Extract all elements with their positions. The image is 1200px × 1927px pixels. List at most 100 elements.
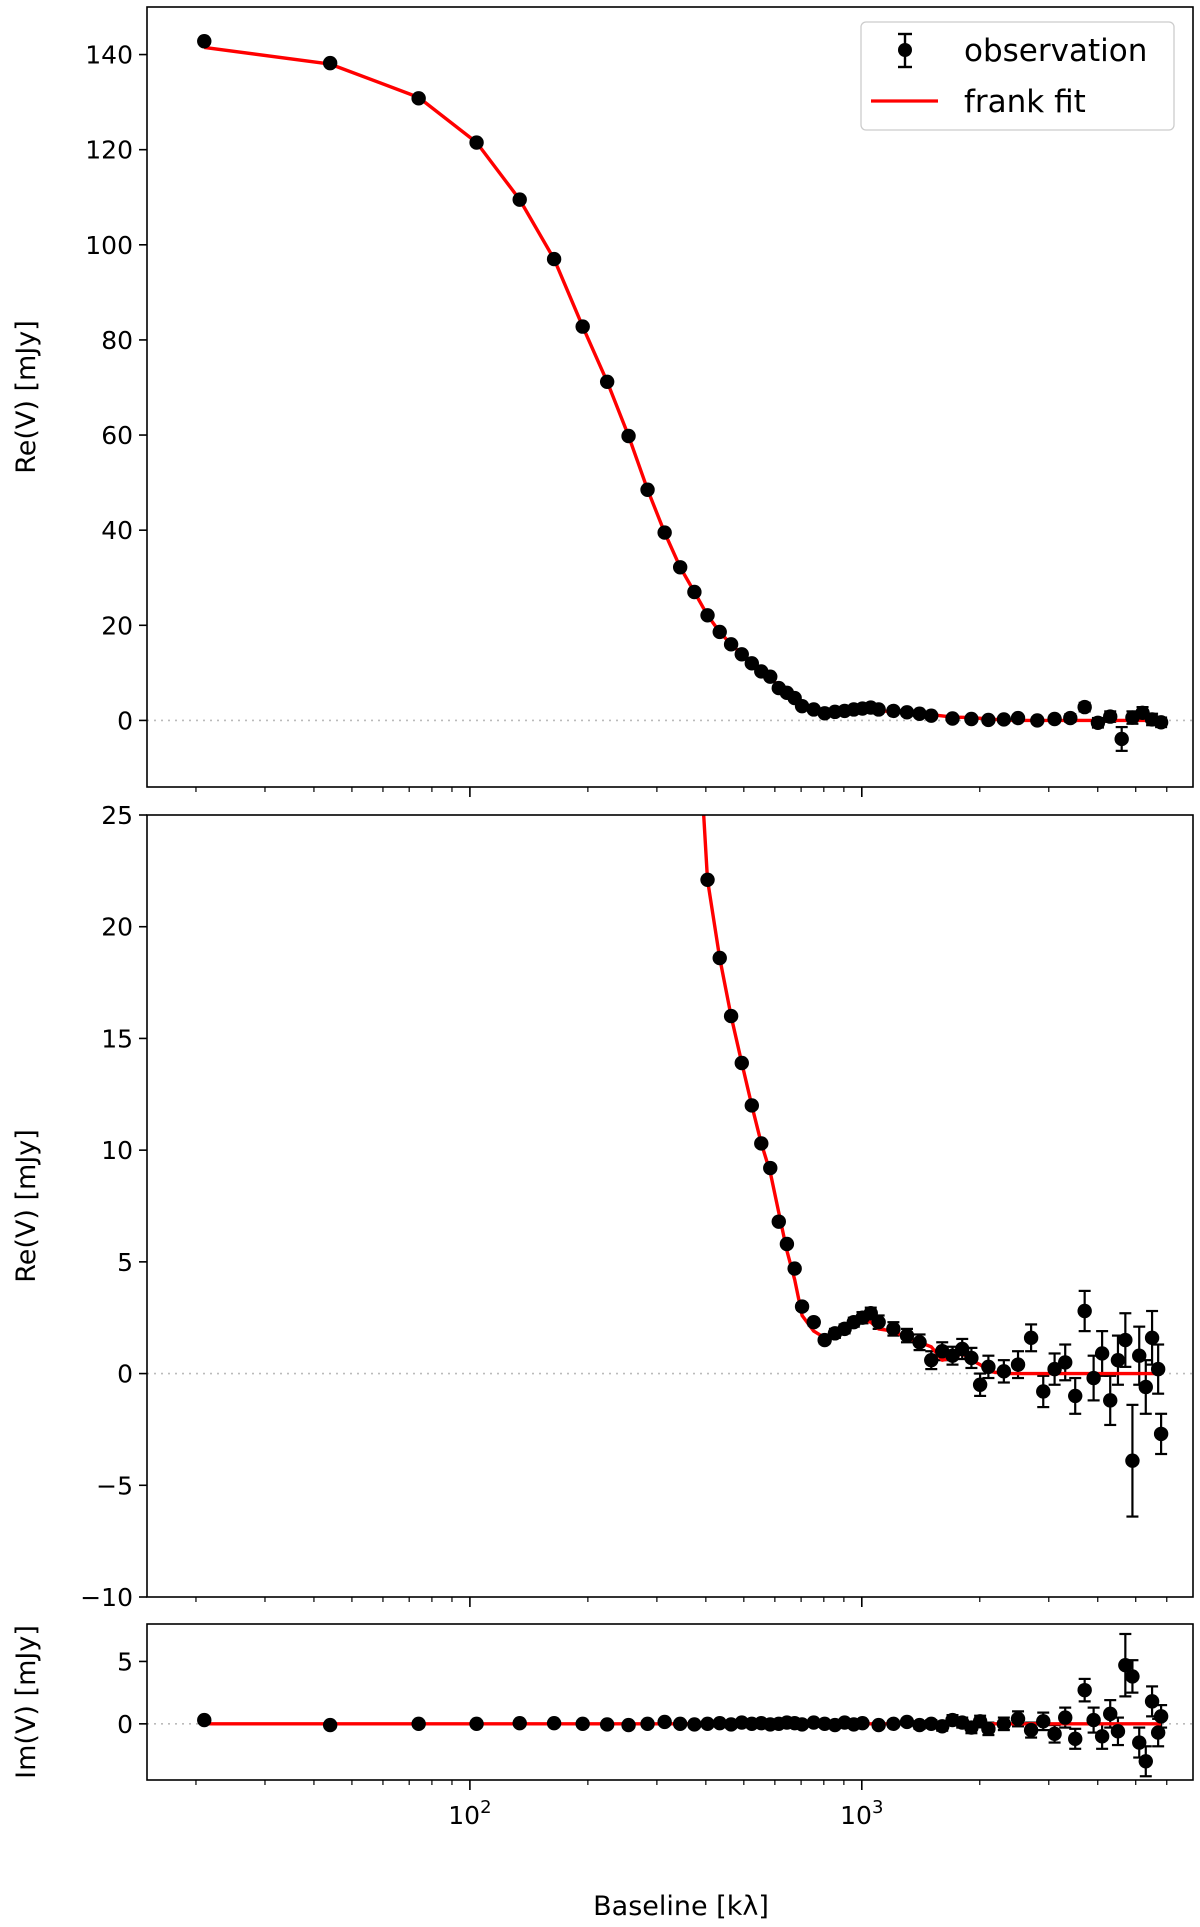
y-tick-label: 100	[85, 231, 133, 260]
observation-point	[1010, 1357, 1026, 1372]
y-tick-label: 60	[101, 421, 133, 450]
observation-point	[197, 34, 212, 49]
observation-point	[886, 703, 901, 719]
x-ticks	[195, 1597, 1168, 1607]
observation-point	[575, 1716, 590, 1732]
observation-points	[700, 872, 1169, 1468]
observation-point	[912, 706, 927, 721]
observation-point	[1063, 710, 1078, 726]
observation-point	[744, 1098, 760, 1113]
observation-point	[1103, 709, 1118, 724]
observation-point	[806, 1314, 821, 1330]
observation-point	[1144, 1330, 1160, 1346]
observation-point	[1125, 1453, 1140, 1468]
observation-point	[197, 1712, 212, 1728]
observation-point	[712, 950, 727, 966]
observation-point	[512, 192, 527, 207]
observation-point	[899, 705, 915, 720]
y-tick-label: 10	[101, 1136, 133, 1165]
observation-point	[1153, 1709, 1169, 1724]
observation-point	[1103, 1706, 1118, 1722]
observation-point	[1144, 1694, 1160, 1709]
axes-frame	[146, 814, 1194, 1598]
observation-point	[1068, 1731, 1083, 1747]
observation-point	[1094, 1729, 1110, 1744]
observation-point	[779, 1236, 795, 1252]
y-tick-label: 20	[101, 611, 133, 640]
observation-point	[1023, 1722, 1039, 1738]
observation-point	[512, 1716, 527, 1731]
observation-point	[1138, 1754, 1153, 1769]
observation-point	[1110, 1352, 1126, 1368]
y-tick-label: 120	[85, 136, 133, 165]
observation-point	[1153, 715, 1169, 730]
y-tick-label: −5	[96, 1471, 133, 1500]
y-tick-label: 40	[101, 516, 133, 545]
observation-point	[763, 1160, 778, 1176]
observation-point	[1125, 1669, 1140, 1684]
y-tick-label: 15	[101, 1024, 133, 1053]
observation-point	[1047, 1726, 1062, 1742]
observation-point	[972, 1377, 988, 1392]
observation-point	[1110, 1724, 1126, 1739]
observation-point	[912, 1335, 927, 1350]
x-axis-label: Baseline [kλ]	[593, 1891, 769, 1922]
observation-point	[687, 1717, 702, 1732]
observation-point	[1094, 1346, 1110, 1361]
observation-point	[672, 1716, 688, 1732]
observation-point	[794, 1717, 810, 1732]
y-tick-label: −10	[80, 1583, 133, 1612]
y-ticks: −10 −5 0 5 10 15 20 25	[80, 801, 147, 1612]
observation-point	[657, 1714, 672, 1730]
observation-point	[1153, 1426, 1169, 1442]
observation-point	[599, 374, 615, 389]
observation-point	[1077, 1303, 1092, 1319]
observation-point	[1077, 1682, 1092, 1698]
observation-point	[924, 708, 939, 723]
observation-point	[794, 1299, 810, 1314]
observation-point	[546, 251, 562, 267]
observation-point	[1068, 1388, 1083, 1404]
observation-point	[1103, 1393, 1118, 1408]
observation-point	[1086, 1370, 1101, 1386]
observation-point	[621, 428, 636, 444]
observation-point	[1058, 1710, 1073, 1725]
y-tick-label: 80	[101, 326, 133, 355]
y-tick-label: 0	[117, 706, 133, 735]
observation-point	[1058, 1355, 1073, 1370]
observation-point	[899, 1714, 915, 1730]
observation-point	[640, 482, 655, 497]
observation-point	[981, 1359, 996, 1375]
y-axis-label: Im(V) [mJy]	[11, 1625, 42, 1779]
observation-point	[1036, 1384, 1051, 1399]
observation-point	[1132, 1735, 1147, 1750]
observation-point	[1118, 1657, 1133, 1673]
y-ticks: 05	[117, 1647, 147, 1739]
observation-point	[599, 1717, 615, 1732]
x-ticks: 102 103	[195, 1780, 1168, 1830]
observation-points	[197, 34, 1169, 747]
observation-point	[1077, 699, 1092, 715]
y-tick-label: 5	[117, 1647, 133, 1676]
observation-point	[912, 1717, 927, 1733]
observation-point	[1023, 1330, 1039, 1346]
observation-point	[1047, 711, 1062, 727]
observation-point	[700, 608, 715, 623]
axes-frame	[146, 6, 1194, 788]
observation-point	[1010, 710, 1026, 726]
x-tick-label: 103	[840, 1797, 883, 1830]
observation-point	[899, 1328, 915, 1343]
observation-point	[1010, 1711, 1026, 1727]
observation-point	[886, 1716, 901, 1732]
legend-fit-label: frank fit	[964, 84, 1086, 120]
observation-point	[924, 1352, 939, 1368]
y-tick-label: 0	[117, 1710, 133, 1739]
legend-observation-label: observation	[964, 33, 1147, 69]
observation-point	[322, 1717, 338, 1733]
observation-point	[1030, 713, 1045, 728]
observation-point	[981, 712, 996, 728]
observation-point	[871, 1717, 886, 1733]
observation-point	[945, 711, 960, 726]
